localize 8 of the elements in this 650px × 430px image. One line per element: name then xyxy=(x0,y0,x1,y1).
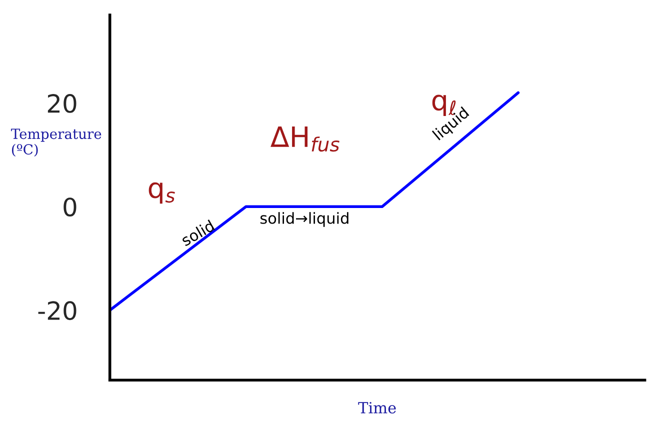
y-tick-label: 0 xyxy=(64,198,76,216)
annotation: solid→liquid xyxy=(260,212,348,227)
y-tick-label: 20 xyxy=(48,94,76,113)
y-tick-label: -20 xyxy=(38,301,76,320)
x-axis-title: Time xyxy=(358,402,396,414)
y-axis-title: Temperature (ºC) xyxy=(11,128,102,157)
annotation: ΔH$_{fus}$ xyxy=(270,126,340,152)
annotation: q$_{s}$ xyxy=(148,182,175,204)
